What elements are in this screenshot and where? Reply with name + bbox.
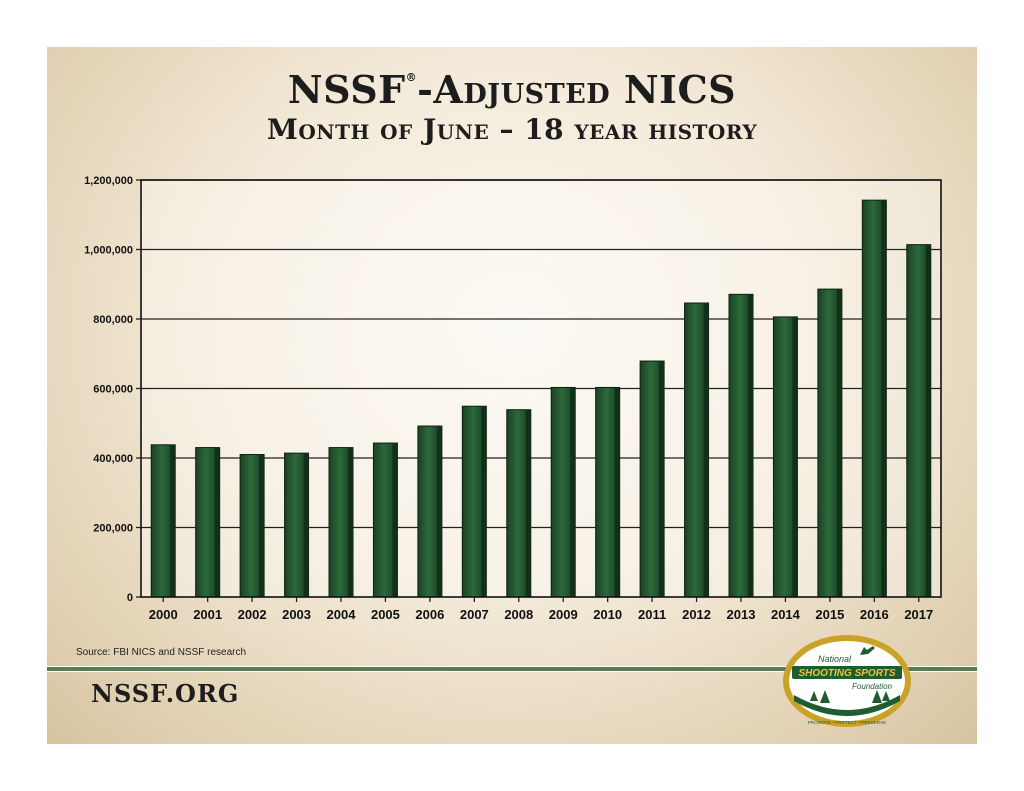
x-tick-label: 2016 [860, 607, 889, 622]
y-tick-label: 1,000,000 [84, 245, 133, 257]
y-tick-label: 800,000 [93, 314, 133, 326]
x-tick-label: 2003 [282, 607, 311, 622]
x-tick-label: 2009 [549, 607, 578, 622]
chart-subtitle: Month of June – 18 year history [266, 113, 758, 146]
bar-side [659, 361, 665, 597]
x-tick-label: 2000 [149, 607, 178, 622]
y-tick-label: 600,000 [93, 384, 133, 396]
logo-inner [789, 641, 905, 721]
x-tick-label: 2006 [415, 607, 444, 622]
bar-side [525, 409, 531, 597]
x-tick-label: 2001 [193, 607, 222, 622]
x-tick-label: 2005 [371, 607, 400, 622]
bar-side [348, 447, 353, 597]
y-tick-label: 400,000 [93, 453, 133, 465]
footer-site: NSSF.ORG [91, 679, 240, 708]
bar-side [481, 406, 487, 597]
x-tick-label: 2010 [593, 607, 622, 622]
bar-side [303, 453, 309, 597]
source-note: Source: FBI NICS and NSSF research [76, 647, 247, 658]
x-tick-label: 2017 [904, 607, 933, 622]
logo-line3: Foundation [852, 682, 893, 691]
x-tick-label: 2008 [504, 607, 533, 622]
bar-chart: 0 200,000 400,000 600,000 800,000 1,000,000 1,… [84, 175, 942, 622]
y-tick-label: 1,200,000 [84, 175, 133, 187]
bar-side [214, 447, 220, 597]
shooter-icon [860, 646, 875, 655]
tree-icon [810, 690, 890, 703]
logo-banner [792, 666, 902, 679]
bar-side [570, 387, 576, 597]
logo-motto: PROMOTE • PROTECT • PRESERVE [808, 720, 886, 725]
bar-side [748, 294, 753, 597]
chart-title: NSSF®-Adjusted NICS [287, 67, 737, 112]
bar-side [836, 289, 842, 597]
nssf-logo: National SHOOTING SPORTS Foundation PROM… [783, 635, 911, 727]
logo-line1: National [818, 654, 852, 664]
x-tick-label: 2007 [460, 607, 489, 622]
bar-side [792, 316, 798, 597]
x-tick-label: 2013 [727, 607, 756, 622]
x-tick-label: 2004 [327, 607, 357, 622]
bar-side [259, 454, 265, 597]
bar-side [881, 200, 887, 597]
slide-background: NSSF®-Adjusted NICS Month of June – 18 y… [47, 47, 977, 744]
x-tick-label: 2002 [238, 607, 267, 622]
x-tick-label: 2012 [682, 607, 711, 622]
x-tick-label: 2011 [638, 607, 666, 622]
bar-side [170, 444, 176, 597]
bar-side [925, 244, 931, 597]
logo-band [794, 695, 900, 716]
x-tick-label: 2015 [815, 607, 844, 622]
x-tick-label: 2014 [771, 607, 801, 622]
y-tick-label: 200,000 [93, 523, 133, 535]
bar-side [436, 426, 442, 597]
bar-side [614, 387, 620, 597]
y-tick-label: 0 [127, 592, 133, 604]
plot-frame [140, 179, 942, 598]
bar-side [392, 443, 398, 597]
bar-side [703, 303, 709, 597]
footer-rule [47, 667, 977, 671]
logo-line2: SHOOTING SPORTS [798, 668, 895, 679]
